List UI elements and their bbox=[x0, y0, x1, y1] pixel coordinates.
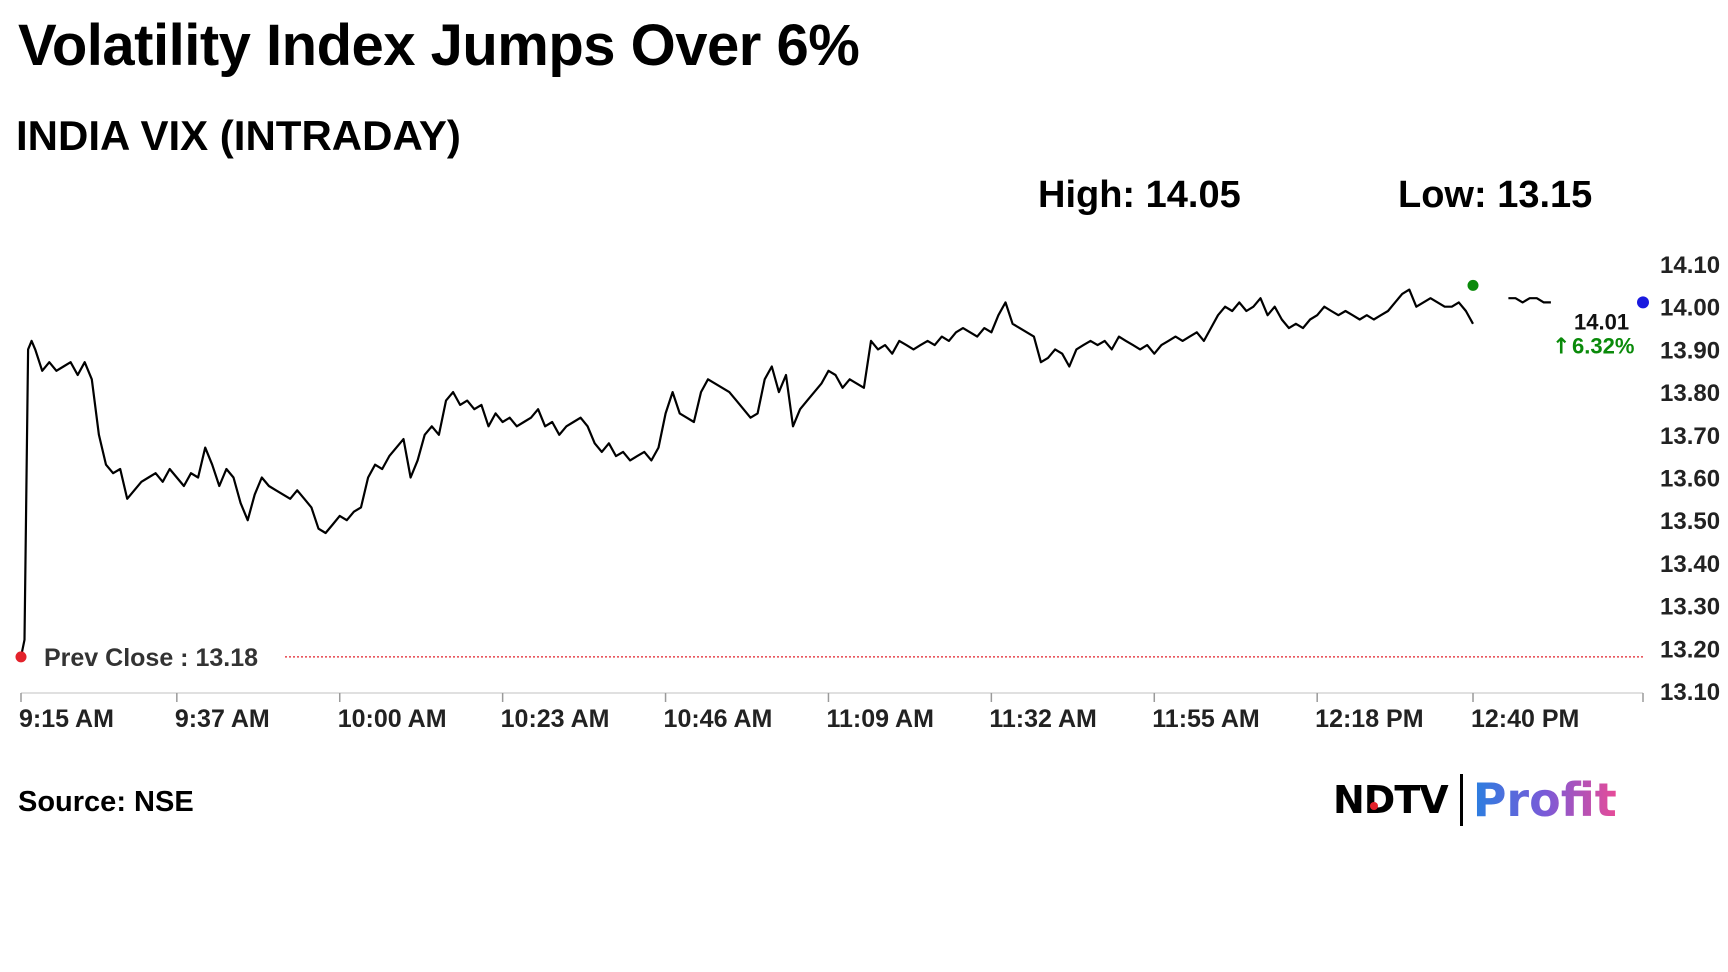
y-tick-label: 14.10 bbox=[1660, 252, 1720, 279]
y-tick-label: 13.90 bbox=[1660, 337, 1720, 364]
prev-close-marker bbox=[15, 651, 27, 663]
x-tick-label: 11:09 AM bbox=[826, 705, 933, 733]
vix-series-line-2 bbox=[1508, 297, 1551, 304]
x-tick-label: 12:40 PM bbox=[1471, 705, 1579, 733]
last-price-marker bbox=[1637, 296, 1649, 309]
high-stat: High: 14.05 bbox=[1038, 174, 1241, 216]
up-arrow-icon: ↑ bbox=[1552, 334, 1570, 359]
logo-separator bbox=[1459, 774, 1463, 826]
y-tick-label: 13.80 bbox=[1660, 380, 1720, 407]
y-tick-label: 13.40 bbox=[1660, 551, 1720, 578]
source-note: Source: NSE bbox=[18, 786, 194, 818]
y-tick-label: 13.30 bbox=[1660, 594, 1720, 621]
prev-close-label: Prev Close : 13.18 bbox=[44, 644, 258, 672]
x-tick-label: 10:23 AM bbox=[501, 705, 610, 733]
y-tick-label: 13.10 bbox=[1660, 679, 1720, 706]
x-tick-label: 11:55 AM bbox=[1152, 705, 1259, 733]
y-tick-label: 13.60 bbox=[1660, 466, 1720, 493]
high-marker bbox=[1467, 279, 1479, 291]
chart-subtitle: INDIA VIX (INTRADAY) bbox=[16, 112, 461, 159]
vix-series-line-1 bbox=[19, 288, 1474, 658]
y-tick-label: 14.00 bbox=[1660, 295, 1720, 322]
ndtv-profit-logo: NDTV Profit bbox=[1333, 770, 1617, 830]
logo-ndtv-text: NDTV bbox=[1333, 778, 1449, 822]
x-tick-label: 9:37 AM bbox=[175, 705, 270, 733]
logo-dot-icon bbox=[1370, 802, 1378, 810]
x-tick-label: 9:15 AM bbox=[19, 705, 114, 733]
last-value-label: 14.01 bbox=[1574, 309, 1629, 334]
low-stat: Low: 13.15 bbox=[1398, 174, 1593, 216]
logo-profit-text: Profit bbox=[1472, 773, 1617, 827]
y-tick-label: 13.50 bbox=[1660, 508, 1720, 535]
chart-title: Volatility Index Jumps Over 6% bbox=[18, 13, 860, 78]
x-tick-label: 11:32 AM bbox=[989, 705, 1096, 733]
x-tick-label: 10:46 AM bbox=[664, 705, 773, 733]
y-tick-label: 13.70 bbox=[1660, 423, 1720, 450]
vix-line-chart: 9:15 AM 9:37 AM 10:00 AM 10:23 AM 10:46 AM 11… bbox=[15, 252, 1720, 733]
y-tick-label: 13.20 bbox=[1660, 636, 1720, 663]
x-tick-label: 12:18 PM bbox=[1315, 705, 1423, 733]
x-tick-label: 10:00 AM bbox=[338, 705, 447, 733]
change-percent-label: 6.32% bbox=[1572, 333, 1634, 358]
